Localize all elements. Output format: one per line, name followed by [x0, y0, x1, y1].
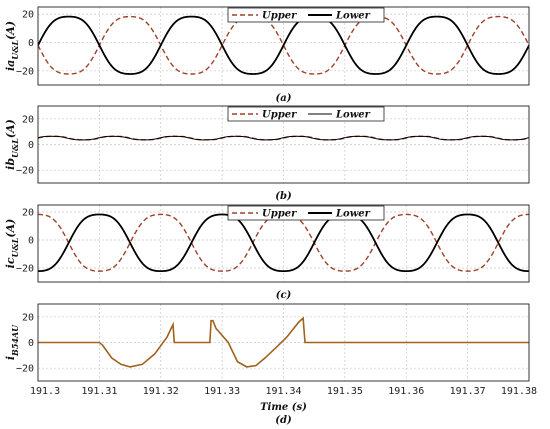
- x-axis-label: Time (s): [260, 402, 307, 413]
- series-line-lower: [38, 135, 529, 141]
- y-tick-label: 20: [22, 114, 34, 125]
- y-label-main: ic: [4, 257, 17, 268]
- series-line-current: [38, 316, 529, 368]
- y-label-unit: (A): [4, 21, 17, 40]
- y-label-subscript: U&L: [10, 138, 20, 158]
- legend-label-upper: Upper: [262, 209, 297, 220]
- legend-label-lower: Lower: [335, 209, 371, 220]
- y-axis-label: icU&L(A): [4, 219, 20, 269]
- x-tick-label: 191.31: [81, 386, 117, 397]
- panel-caption-d: (d): [275, 415, 292, 426]
- y-axis-label: ibU&L(A): [4, 119, 20, 170]
- x-tick-label: 191.3: [30, 386, 60, 397]
- y-tick-label: 0: [28, 236, 34, 247]
- legend-box: [227, 205, 385, 221]
- y-tick-label: −20: [16, 264, 34, 275]
- legend-box: [227, 7, 385, 23]
- legend: Upper Lower: [227, 7, 385, 23]
- axes-frame: [37, 204, 530, 283]
- series-line-upper: [38, 213, 529, 272]
- y-tick-label: 0: [28, 140, 34, 151]
- y-label-subscript: U&L: [10, 40, 20, 60]
- panel-caption: (c): [276, 290, 292, 301]
- x-tick-label: 191.34: [265, 386, 301, 397]
- axes-frame: [37, 303, 530, 382]
- y-axis-label: iaU&L(A): [4, 21, 20, 71]
- x-tick-label: 191.33: [204, 386, 240, 397]
- y-label-main: ia: [4, 60, 17, 71]
- y-tick-label: 20: [22, 312, 34, 323]
- panel-caption: (b): [275, 191, 292, 202]
- y-tick-label: −20: [16, 364, 34, 375]
- y-label-unit: (A): [4, 219, 17, 238]
- series-line-lower: [38, 15, 529, 75]
- y-tick-label: 0: [28, 338, 34, 349]
- x-tick-label: 191.38: [501, 386, 537, 397]
- y-label-main: i: [4, 356, 17, 360]
- legend-label-upper: Upper: [262, 110, 297, 121]
- panel-4: 20 0 −20 iB54AU 191.3 191.31 191.32 191.33 191.3…: [4, 303, 537, 397]
- y-label-main: ib: [4, 158, 17, 170]
- legend-box: [227, 106, 385, 122]
- y-axis-label: iB54AU: [4, 324, 20, 360]
- y-tick-label: −20: [16, 166, 34, 177]
- y-tick-label: 0: [28, 38, 34, 49]
- axes-frame: [37, 6, 530, 86]
- legend: Upper Lower: [227, 106, 385, 122]
- y-tick-label: 20: [22, 208, 34, 219]
- panel-caption: (a): [276, 93, 292, 104]
- y-tick-label: 20: [22, 10, 34, 21]
- x-tick-label: 191.35: [327, 386, 363, 397]
- legend: Upper Lower: [227, 205, 385, 221]
- series-line-upper: [38, 15, 529, 75]
- y-tick-label: −20: [16, 66, 34, 77]
- y-label-unit: (A): [4, 119, 17, 138]
- legend-label-lower: Lower: [335, 11, 371, 22]
- x-tick-label: 191.37: [450, 386, 486, 397]
- x-tick-label: 191.32: [143, 386, 179, 397]
- legend-label-lower: Lower: [335, 110, 371, 121]
- y-label-subscript: U&L: [10, 237, 20, 257]
- axes-frame: [37, 105, 530, 184]
- series-line-lower: [38, 213, 529, 273]
- legend-label-upper: Upper: [262, 11, 297, 22]
- x-tick-label: 191.36: [388, 386, 424, 397]
- y-label-subscript: B54AU: [10, 324, 20, 357]
